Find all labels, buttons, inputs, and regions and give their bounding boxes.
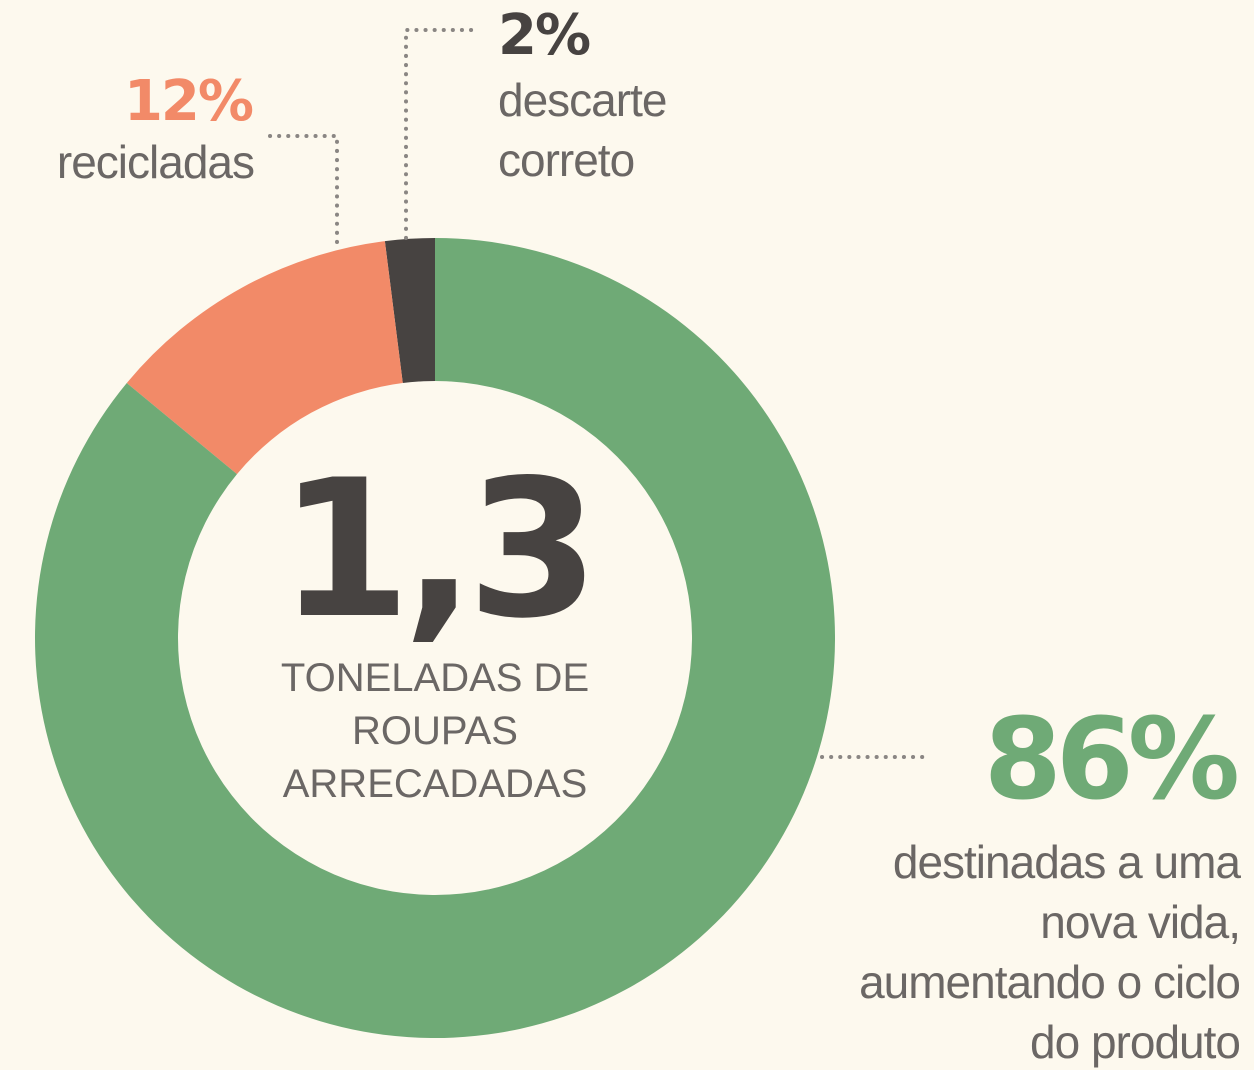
category-label: descarte correto (498, 74, 667, 186)
leader-line (404, 28, 480, 240)
value-label: 86% (983, 695, 1240, 825)
donut-segment (35, 238, 835, 1038)
donut-segment (126, 241, 403, 475)
donut-segment (384, 238, 435, 384)
leader-line (268, 134, 339, 252)
value-label: 12% (123, 69, 254, 134)
leader-lines (268, 28, 932, 759)
center-label: TONELADAS DE ROUPAS ARRECADADAS (280, 656, 590, 806)
center-value: 1,3 (278, 439, 600, 660)
category-label: recicladas (56, 136, 255, 188)
value-label: 2% (498, 3, 591, 68)
category-label: destinadas a uma nova vida, aumentando o… (859, 836, 1241, 1068)
